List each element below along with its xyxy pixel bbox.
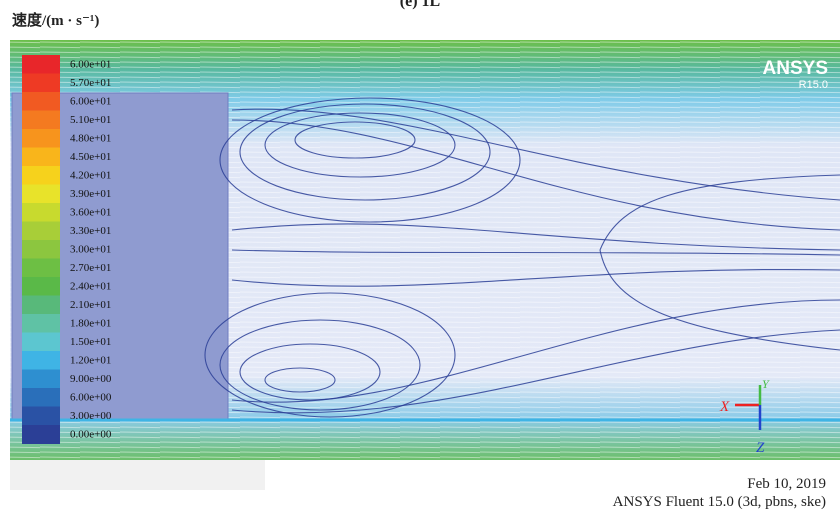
colorbar-label: 5.70e+01: [70, 77, 111, 89]
colorbar: 6.00e+01 5.70e+01 6.00e+01 5.10e+01 4.80e+01…: [22, 55, 112, 444]
colorbar-label: 4.50e+01: [70, 151, 111, 163]
colorbar-band: [22, 221, 60, 241]
footer-product: ANSYS Fluent 15.0 (3d, pbns, ske): [613, 494, 826, 510]
colorbar-band: [22, 369, 60, 389]
unit-label: 速度/(m · s⁻¹): [12, 11, 99, 29]
colorbar-band: [22, 277, 60, 296]
colorbar-band: [22, 55, 60, 74]
colorbar-label: 6.00e+01: [70, 59, 111, 71]
logo-brand: ANSYS: [763, 58, 828, 79]
colorbar-label: 1.50e+01: [70, 336, 111, 348]
colorbar-label: 3.00e+01: [70, 244, 111, 256]
colorbar-label: 9.00e+00: [70, 373, 112, 385]
footer-date: Feb 10, 2019: [747, 476, 826, 492]
colorbar-label: 4.80e+01: [70, 133, 111, 145]
colorbar-band: [22, 73, 60, 93]
colorbar-band: [22, 92, 60, 111]
colorbar-band: [22, 314, 60, 333]
colorbar-band: [22, 240, 60, 259]
colorbar-band: [22, 425, 60, 444]
colorbar-band: [22, 203, 60, 222]
colorbar-band: [22, 295, 60, 315]
colorbar-label: 2.40e+01: [70, 281, 111, 293]
colorbar-band: [22, 110, 60, 130]
logo-version: R15.0: [799, 79, 828, 91]
colorbar-label: 6.00e+00: [70, 392, 112, 404]
axis-z-label: Z: [756, 440, 765, 456]
colorbar-label: 1.20e+01: [70, 355, 111, 367]
colorbar-label: 6.00e+01: [70, 96, 111, 108]
colorbar-label: 1.80e+01: [70, 318, 111, 330]
colorbar-label: 2.10e+01: [70, 299, 111, 311]
colorbar-label: 4.20e+01: [70, 170, 111, 182]
colorbar-band: [22, 258, 60, 278]
colorbar-label: 5.10e+01: [70, 114, 111, 126]
axis-x-label: X: [719, 399, 730, 415]
colorbar-band: [22, 332, 60, 352]
colorbar-band: [22, 129, 60, 148]
flow-field: [10, 40, 840, 460]
colorbar-label: 0.00e+00: [70, 429, 112, 441]
colorbar-band: [22, 388, 60, 407]
colorbar-band: [22, 351, 60, 370]
colorbar-label: 3.60e+01: [70, 207, 111, 219]
colorbar-band: [22, 166, 60, 185]
colorbar-band: [22, 406, 60, 426]
axis-triad: X Y Z: [719, 377, 770, 456]
colorbar-band: [22, 184, 60, 204]
colorbar-label: 3.90e+01: [70, 188, 111, 200]
colorbar-label: 2.70e+01: [70, 262, 111, 274]
panel: [10, 460, 265, 490]
axis-y-label: Y: [762, 377, 770, 391]
colorbar-label: 3.00e+00: [70, 410, 112, 422]
colorbar-band: [22, 147, 60, 167]
figure-title: (e) 1L: [400, 0, 440, 10]
colorbar-label: 3.30e+01: [70, 225, 111, 237]
